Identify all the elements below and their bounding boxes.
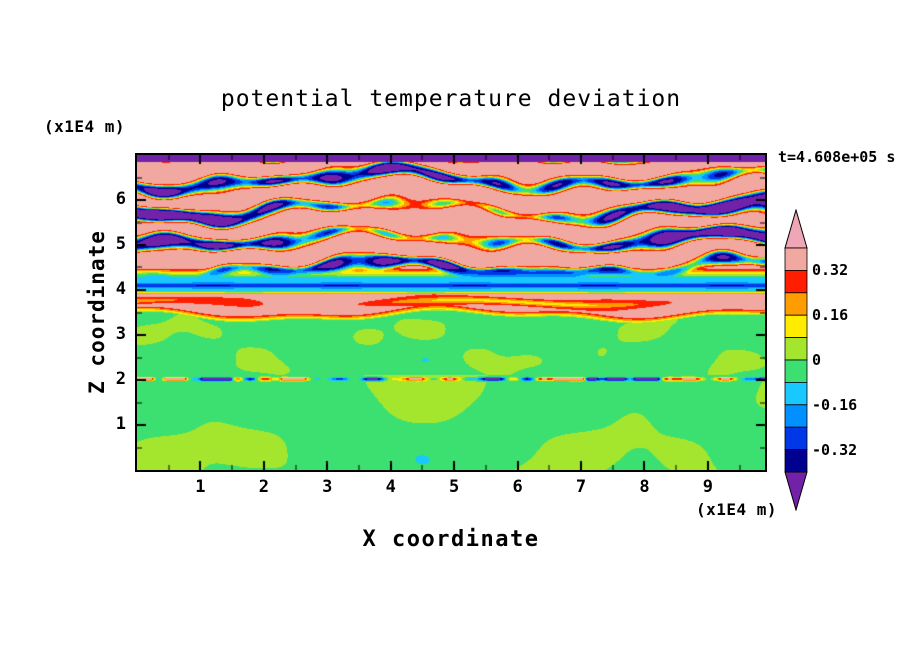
colorbar-bin bbox=[784, 292, 808, 316]
colorbar bbox=[783, 208, 809, 512]
y-tick-label: 4 bbox=[115, 279, 126, 299]
y-tick-label: 5 bbox=[115, 234, 126, 254]
x-tick-label: 1 bbox=[195, 477, 206, 497]
time-annotation: t=4.608e+05 s bbox=[778, 148, 896, 166]
colorbar-tick-label: 0.32 bbox=[812, 261, 849, 280]
colorbar-bin bbox=[784, 404, 808, 428]
colorbar-bin bbox=[784, 449, 808, 473]
x-tick-label: 2 bbox=[258, 477, 269, 497]
colorbar-bin bbox=[784, 426, 808, 450]
x-tick-label: 8 bbox=[639, 477, 650, 497]
contour-field-canvas bbox=[137, 155, 765, 470]
colorbar-under-tip bbox=[784, 471, 808, 512]
x-tick-label: 4 bbox=[385, 477, 396, 497]
colorbar-bin bbox=[784, 314, 808, 338]
x-tick-label: 7 bbox=[575, 477, 587, 497]
x-tick-label: 3 bbox=[322, 477, 333, 497]
y-tick-label: 2 bbox=[115, 369, 126, 389]
x-axis-title: X coordinate bbox=[362, 527, 540, 552]
x-tick-label: 9 bbox=[702, 477, 714, 497]
colorbar-bin bbox=[784, 359, 808, 383]
colorbar-svg bbox=[784, 208, 808, 512]
y-tick-label: 1 bbox=[115, 414, 126, 434]
colorbar-tick-label: -0.32 bbox=[812, 440, 858, 459]
x-tick-label: 5 bbox=[449, 477, 460, 497]
colorbar-tick-label: -0.16 bbox=[812, 395, 858, 414]
colorbar-tick-label: 0 bbox=[812, 351, 822, 369]
y-tick-label: 3 bbox=[115, 324, 126, 344]
x-axis-units: (x1E4 m) bbox=[695, 500, 777, 519]
y-axis-units: (x1E4 m) bbox=[44, 117, 126, 136]
colorbar-bin bbox=[784, 247, 808, 271]
plot-area bbox=[135, 153, 767, 472]
x-tick-label: 6 bbox=[512, 477, 523, 497]
plot-title: potential temperature deviation bbox=[220, 86, 682, 112]
colorbar-tick-label: 0.16 bbox=[812, 306, 849, 325]
colorbar-bin bbox=[784, 337, 808, 361]
colorbar-bin bbox=[784, 270, 808, 294]
colorbar-bin bbox=[784, 381, 808, 406]
y-tick-label: 6 bbox=[115, 189, 126, 209]
colorbar-over-tip bbox=[784, 208, 808, 249]
